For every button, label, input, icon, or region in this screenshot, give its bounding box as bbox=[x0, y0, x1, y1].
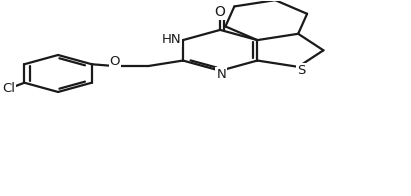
Text: Cl: Cl bbox=[2, 82, 15, 95]
Text: O: O bbox=[215, 5, 226, 19]
Text: N: N bbox=[217, 68, 226, 81]
Text: HN: HN bbox=[162, 33, 181, 46]
Text: O: O bbox=[110, 55, 120, 68]
Text: S: S bbox=[297, 64, 306, 77]
